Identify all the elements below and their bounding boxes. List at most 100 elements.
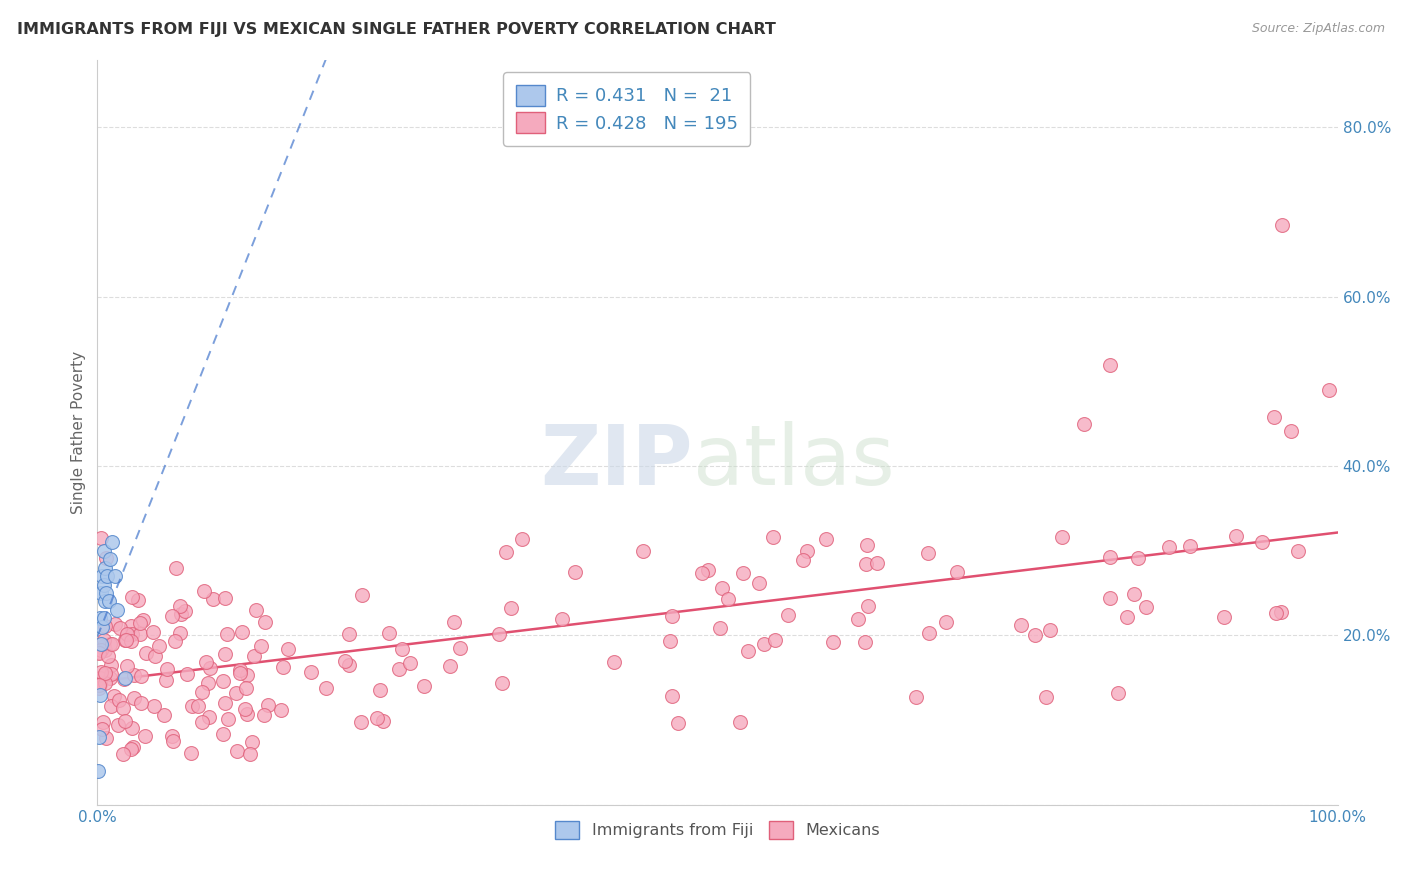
Point bbox=[413, 679, 436, 693]
Point bbox=[443, 615, 465, 630]
Point bbox=[1286, 544, 1309, 558]
Point bbox=[195, 655, 218, 669]
Point bbox=[855, 557, 877, 571]
Y-axis label: Single Father Poverty: Single Father Poverty bbox=[72, 351, 86, 514]
Point bbox=[564, 565, 586, 579]
Point bbox=[846, 612, 869, 626]
Point bbox=[94, 642, 117, 657]
Point bbox=[488, 626, 510, 640]
Point bbox=[87, 730, 110, 744]
Point bbox=[1115, 610, 1137, 624]
Point bbox=[257, 698, 280, 712]
Point bbox=[100, 658, 122, 673]
Point bbox=[1250, 535, 1272, 549]
Point bbox=[337, 657, 360, 672]
Point bbox=[135, 646, 157, 660]
Point bbox=[191, 684, 214, 698]
Point bbox=[129, 626, 152, 640]
Text: Source: ZipAtlas.com: Source: ZipAtlas.com bbox=[1251, 22, 1385, 36]
Point bbox=[91, 714, 114, 729]
Point bbox=[378, 626, 401, 640]
Point bbox=[114, 671, 136, 685]
Point bbox=[91, 620, 114, 634]
Point bbox=[748, 576, 770, 591]
Point bbox=[153, 708, 176, 723]
Point bbox=[211, 673, 233, 688]
Point bbox=[101, 535, 124, 549]
Point bbox=[1039, 623, 1062, 637]
Point bbox=[94, 676, 117, 690]
Point bbox=[87, 646, 110, 660]
Point bbox=[170, 607, 193, 622]
Point bbox=[128, 616, 150, 631]
Point bbox=[245, 603, 267, 617]
Point bbox=[918, 625, 941, 640]
Point bbox=[90, 637, 112, 651]
Point bbox=[155, 673, 177, 687]
Point bbox=[658, 634, 681, 648]
Point bbox=[105, 603, 128, 617]
Point bbox=[127, 593, 149, 607]
Point bbox=[277, 641, 299, 656]
Point bbox=[97, 648, 120, 663]
Point bbox=[1107, 686, 1129, 700]
Point bbox=[796, 544, 818, 558]
Point bbox=[271, 660, 294, 674]
Point bbox=[242, 648, 264, 663]
Point bbox=[93, 668, 115, 682]
Point bbox=[114, 632, 136, 647]
Point bbox=[228, 663, 250, 677]
Point bbox=[122, 668, 145, 682]
Point bbox=[299, 665, 322, 679]
Point bbox=[814, 532, 837, 546]
Point bbox=[1178, 539, 1201, 553]
Point bbox=[349, 715, 371, 730]
Point bbox=[104, 569, 127, 583]
Point bbox=[499, 601, 522, 615]
Point bbox=[143, 648, 166, 663]
Point bbox=[776, 608, 799, 623]
Point bbox=[866, 556, 889, 570]
Point bbox=[87, 645, 110, 659]
Point bbox=[1135, 600, 1157, 615]
Point bbox=[1264, 607, 1286, 621]
Point bbox=[198, 709, 221, 723]
Point bbox=[211, 727, 233, 741]
Point bbox=[91, 722, 114, 736]
Point bbox=[1050, 530, 1073, 544]
Point bbox=[792, 553, 814, 567]
Point bbox=[100, 698, 122, 713]
Point bbox=[121, 590, 143, 604]
Point bbox=[115, 659, 138, 673]
Point bbox=[225, 686, 247, 700]
Point bbox=[1317, 383, 1340, 397]
Point bbox=[120, 634, 142, 648]
Point bbox=[162, 734, 184, 748]
Point bbox=[87, 678, 110, 692]
Point bbox=[315, 681, 337, 695]
Point bbox=[335, 654, 357, 668]
Text: ZIP: ZIP bbox=[540, 421, 693, 502]
Point bbox=[120, 619, 142, 633]
Text: IMMIGRANTS FROM FIJI VS MEXICAN SINGLE FATHER POVERTY CORRELATION CHART: IMMIGRANTS FROM FIJI VS MEXICAN SINGLE F… bbox=[17, 22, 776, 37]
Point bbox=[917, 546, 939, 560]
Point bbox=[1024, 628, 1046, 642]
Point bbox=[193, 583, 215, 598]
Point bbox=[1073, 417, 1095, 431]
Point bbox=[115, 632, 138, 647]
Point bbox=[160, 729, 183, 743]
Point bbox=[180, 746, 202, 760]
Point bbox=[101, 637, 124, 651]
Point bbox=[112, 747, 135, 761]
Point bbox=[1123, 586, 1146, 600]
Point bbox=[214, 697, 236, 711]
Point bbox=[270, 703, 292, 717]
Point bbox=[661, 609, 683, 624]
Point bbox=[1099, 358, 1122, 372]
Point bbox=[87, 681, 110, 695]
Point bbox=[763, 633, 786, 648]
Point bbox=[121, 721, 143, 735]
Point bbox=[229, 665, 252, 680]
Point bbox=[90, 586, 112, 600]
Point bbox=[856, 599, 879, 613]
